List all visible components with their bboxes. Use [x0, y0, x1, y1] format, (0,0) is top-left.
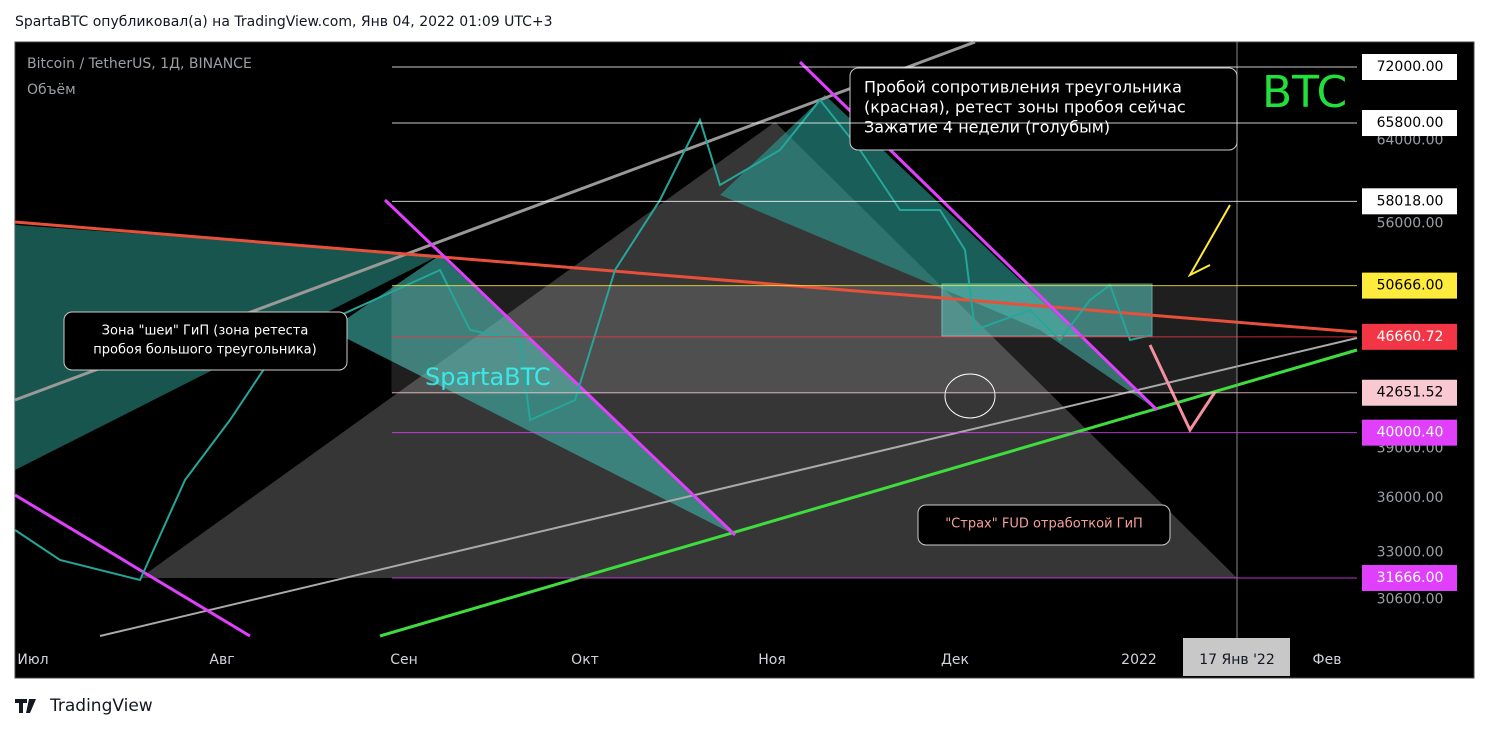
header: SpartaBTC опубликовал(а) на TradingView.…: [15, 14, 552, 30]
circle: [944, 373, 996, 419]
price-tag-label: 50666.00: [1377, 278, 1444, 294]
trend-line: [14, 493, 251, 638]
price-tag-label: 42651.52: [1377, 385, 1444, 401]
zone: [941, 283, 1153, 337]
annotation-box: [849, 67, 1238, 151]
arrow: [1148, 344, 1217, 434]
annotation: "Страх" FUD отработкой ГиП: [945, 517, 1143, 532]
trend-line: [99, 337, 1358, 637]
price-tag: [1362, 379, 1457, 406]
price-tick-label: 30600.00: [1377, 591, 1444, 607]
price-tick-label: 56000.00: [1377, 215, 1444, 231]
price-tag: [1362, 54, 1457, 80]
annotation-box: [917, 504, 1171, 546]
arrow: [1187, 204, 1231, 278]
price-tag-label: 65800.00: [1377, 115, 1444, 131]
price-tick-label: 64000.00: [1377, 132, 1444, 148]
price-tick-label: 36000.00: [1377, 490, 1444, 506]
price-tag: [1362, 110, 1457, 137]
volume-label: Объём: [27, 82, 76, 98]
price-tag: [1362, 419, 1457, 446]
brand: TradingView: [49, 696, 153, 716]
price-tag-label: 46660.72: [1377, 329, 1444, 345]
price-tag-label: 31666.00: [1377, 570, 1444, 586]
price-tick-label: 33000.00: [1377, 544, 1444, 560]
price-line: [14, 98, 1153, 582]
logo: [15, 699, 36, 713]
time-label: Дек: [941, 652, 969, 668]
watermark: SpartaBTC: [425, 363, 551, 391]
annotation: пробоя большого треугольника): [93, 343, 316, 358]
price-tag-label: 58018.00: [1377, 193, 1444, 209]
trend-line: [379, 348, 1358, 638]
annotation: Зона "шеи" ГиП (зона ретеста: [102, 324, 309, 339]
time-label: Ноя: [758, 652, 786, 668]
price-tag-label: 40000.40: [1377, 425, 1444, 441]
footer: TradingView: [15, 696, 153, 716]
price-tag: [1362, 323, 1457, 350]
price-tag-label: 72000.00: [1377, 59, 1444, 75]
annotation-box: [63, 311, 348, 371]
annotation: Зажатие 4 недели (голубым): [864, 118, 1110, 137]
crosshair-date-box: [1183, 638, 1290, 676]
time-label: Июл: [17, 652, 48, 668]
time-label: Окт: [571, 652, 599, 668]
annotation: (красная), ретест зоны пробоя сейчас: [864, 98, 1186, 117]
trend-line: [383, 198, 737, 537]
symbol: Bitcoin / TetherUS, 1Д, BINANCE: [27, 56, 252, 72]
price-tag: [1362, 272, 1457, 299]
ticker: BTC: [1262, 67, 1347, 118]
price-tag: [1362, 565, 1457, 591]
crosshair-date: 17 Янв '22: [1199, 652, 1275, 668]
time-label: Авг: [209, 652, 234, 668]
annotation: Пробой сопротивления треугольника: [864, 78, 1182, 97]
price-tag: [1362, 188, 1457, 215]
shape: [330, 255, 735, 535]
trend-line: [14, 220, 1358, 334]
time-label: Сен: [390, 652, 418, 668]
time-label: Фев: [1313, 652, 1342, 668]
time-label: 2022: [1121, 652, 1157, 668]
